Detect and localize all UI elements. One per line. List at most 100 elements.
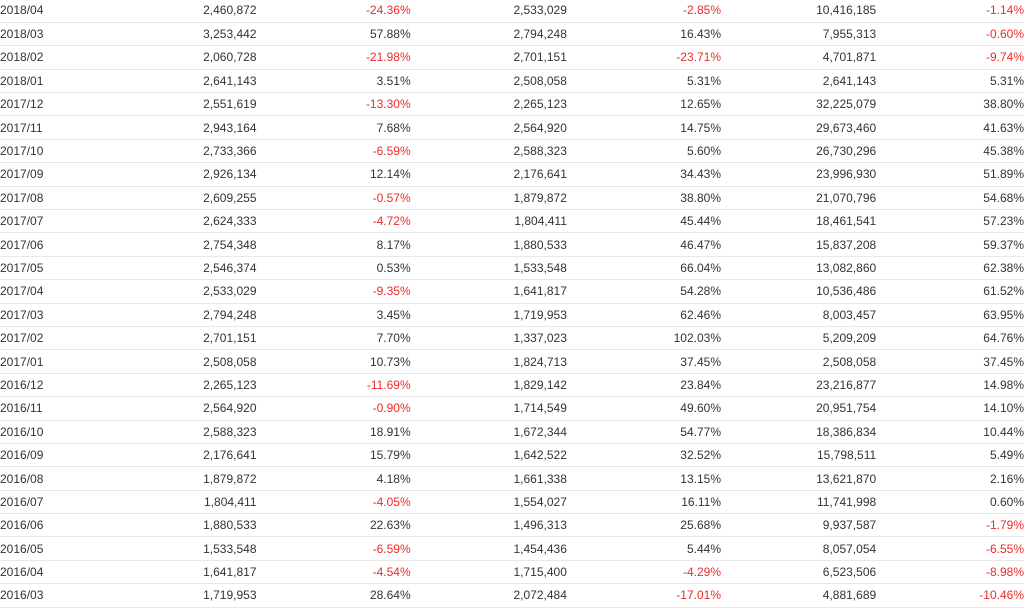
value-cell: 2,624,333 — [95, 209, 257, 234]
cumulative-cell: 13,082,860 — [721, 256, 877, 281]
change-cell: 57.88% — [256, 22, 411, 47]
value-cell: 2,508,058 — [410, 69, 567, 94]
value-cell: 1,661,338 — [410, 466, 567, 491]
change-cell: 37.45% — [566, 349, 721, 374]
value-cell: 2,551,619 — [95, 92, 257, 117]
cumulative-change-cell: 37.45% — [876, 349, 1024, 374]
date-cell: 2017/04 — [0, 279, 95, 304]
table-row: 2016/11 2,564,920 -0.90% 1,714,549 49.60% 20,… — [0, 396, 1024, 421]
table-row: 2017/08 2,609,255 -0.57% 1,879,872 38.80% 21,… — [0, 186, 1024, 211]
date-cell: 2016/10 — [0, 420, 95, 444]
change-cell: -6.59% — [256, 139, 411, 164]
cumulative-change-cell: 61.52% — [876, 279, 1024, 304]
table-row: 2017/12 2,551,619 -13.30% 2,265,123 12.65% 32… — [0, 92, 1024, 117]
value-cell: 1,824,713 — [410, 349, 567, 374]
value-cell: 2,701,151 — [95, 326, 257, 351]
cumulative-cell: 18,386,834 — [721, 420, 877, 444]
change-cell: 16.11% — [566, 490, 721, 515]
table-row: 2017/02 2,701,151 7.70% 1,337,023 102.03% 5,2… — [0, 326, 1024, 351]
cumulative-change-cell: 62.38% — [876, 256, 1024, 281]
change-cell: 22.63% — [256, 513, 411, 538]
table-row: 2017/01 2,508,058 10.73% 1,824,713 37.45% 2,5… — [0, 349, 1024, 374]
change-cell: 5.44% — [566, 536, 721, 561]
change-cell: 16.43% — [566, 22, 721, 47]
value-cell: 2,701,151 — [410, 45, 567, 70]
cumulative-cell: 4,881,689 — [721, 583, 877, 608]
value-cell: 1,715,400 — [410, 560, 567, 585]
change-cell: 54.77% — [566, 420, 721, 444]
cumulative-cell: 15,837,208 — [721, 232, 877, 257]
cumulative-change-cell: 64.76% — [876, 326, 1024, 351]
change-cell: -9.35% — [256, 279, 411, 304]
value-cell: 2,508,058 — [95, 349, 257, 374]
table-row: 2017/04 2,533,029 -9.35% 1,641,817 54.28% 10,… — [0, 279, 1024, 304]
value-cell: 2,460,872 — [95, 0, 257, 23]
cumulative-change-cell: 41.63% — [876, 115, 1024, 140]
cumulative-cell: 2,508,058 — [721, 349, 877, 374]
table-row: 2018/01 2,641,143 3.51% 2,508,058 5.31% 2,641… — [0, 69, 1024, 94]
cumulative-change-cell: 2.16% — [876, 466, 1024, 491]
value-cell: 1,641,817 — [410, 279, 567, 304]
date-cell: 2017/12 — [0, 92, 95, 117]
cumulative-cell: 15,798,511 — [721, 443, 877, 468]
cumulative-change-cell: 38.80% — [876, 92, 1024, 117]
value-cell: 2,265,123 — [95, 373, 257, 398]
change-cell: -21.98% — [256, 45, 411, 70]
value-cell: 2,176,641 — [95, 443, 257, 468]
value-cell: 1,337,023 — [410, 326, 567, 351]
value-cell: 1,879,872 — [95, 466, 257, 491]
cumulative-cell: 11,741,998 — [721, 490, 877, 515]
table-row: 2016/07 1,804,411 -4.05% 1,554,027 16.11% 11,… — [0, 490, 1024, 515]
date-cell: 2017/09 — [0, 162, 95, 187]
change-cell: -4.72% — [256, 209, 411, 234]
value-cell: 2,265,123 — [410, 92, 567, 117]
cumulative-cell: 5,209,209 — [721, 326, 877, 351]
change-cell: 14.75% — [566, 115, 721, 140]
value-cell: 1,804,411 — [95, 490, 257, 515]
table-row: 2017/11 2,943,164 7.68% 2,564,920 14.75% 29,6… — [0, 115, 1024, 140]
cumulative-change-cell: 63.95% — [876, 303, 1024, 327]
value-cell: 2,072,484 — [410, 583, 567, 608]
cumulative-cell: 21,070,796 — [721, 186, 877, 211]
date-cell: 2018/01 — [0, 69, 95, 94]
cumulative-change-cell: -8.98% — [876, 560, 1024, 585]
change-cell: -0.90% — [256, 396, 411, 421]
change-cell: -4.05% — [256, 490, 411, 515]
cumulative-change-cell: 5.49% — [876, 443, 1024, 468]
cumulative-change-cell: 45.38% — [876, 139, 1024, 164]
change-cell: 5.31% — [566, 69, 721, 94]
change-cell: 7.70% — [256, 326, 411, 351]
value-cell: 1,533,548 — [410, 256, 567, 281]
cumulative-change-cell: 57.23% — [876, 209, 1024, 234]
cumulative-cell: 10,536,486 — [721, 279, 877, 304]
change-cell: 34.43% — [566, 162, 721, 187]
cumulative-cell: 8,003,457 — [721, 303, 877, 327]
cumulative-cell: 29,673,460 — [721, 115, 877, 140]
value-cell: 1,804,411 — [410, 209, 567, 234]
change-cell: 0.53% — [256, 256, 411, 281]
value-cell: 2,926,134 — [95, 162, 257, 187]
table-row: 2016/08 1,879,872 4.18% 1,661,338 13.15% 13,6… — [0, 466, 1024, 491]
cumulative-change-cell: -0.60% — [876, 22, 1024, 47]
cumulative-change-cell: 51.89% — [876, 162, 1024, 187]
table-row: 2016/09 2,176,641 15.79% 1,642,522 32.52% 15,… — [0, 443, 1024, 468]
value-cell: 1,879,872 — [410, 186, 567, 211]
value-cell: 1,719,953 — [95, 583, 257, 608]
change-cell: 12.14% — [256, 162, 411, 187]
value-cell: 2,533,029 — [95, 279, 257, 304]
date-cell: 2018/02 — [0, 45, 95, 70]
cumulative-cell: 10,416,185 — [721, 0, 877, 23]
table-row: 2016/05 1,533,548 -6.59% 1,454,436 5.44% 8,05… — [0, 536, 1024, 561]
date-cell: 2016/05 — [0, 536, 95, 561]
date-cell: 2016/12 — [0, 373, 95, 398]
date-cell: 2016/07 — [0, 490, 95, 515]
cumulative-change-cell: -10.46% — [876, 583, 1024, 608]
change-cell: 25.68% — [566, 513, 721, 538]
value-cell: 2,794,248 — [410, 22, 567, 47]
change-cell: 7.68% — [256, 115, 411, 140]
change-cell: 62.46% — [566, 303, 721, 327]
change-cell: -24.36% — [256, 0, 411, 23]
value-cell: 2,609,255 — [95, 186, 257, 211]
